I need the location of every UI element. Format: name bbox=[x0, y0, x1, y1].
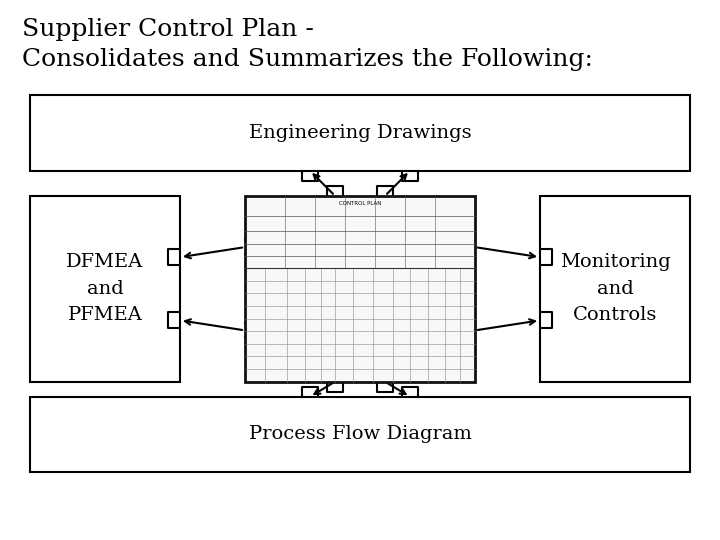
Bar bbox=[30, 196, 180, 382]
Text: DFMEA
and
PFMEA: DFMEA and PFMEA bbox=[66, 253, 143, 324]
Bar bbox=[540, 196, 690, 382]
Text: Johnson·Johnson: Johnson·Johnson bbox=[11, 516, 102, 526]
Text: Supplier Control Plan -: Supplier Control Plan - bbox=[22, 18, 314, 41]
Bar bbox=[245, 196, 475, 382]
Text: 7: 7 bbox=[701, 514, 709, 528]
Text: Engineering Drawings: Engineering Drawings bbox=[248, 124, 472, 142]
Text: Monitoring
and
Controls: Monitoring and Controls bbox=[559, 253, 670, 324]
Bar bbox=[30, 397, 690, 472]
Bar bbox=[30, 96, 690, 171]
Text: Process Flow Diagram: Process Flow Diagram bbox=[248, 426, 472, 443]
Text: Consolidates and Summarizes the Following:: Consolidates and Summarizes the Followin… bbox=[22, 48, 593, 71]
Text: CONTROL PLAN: CONTROL PLAN bbox=[339, 201, 381, 206]
